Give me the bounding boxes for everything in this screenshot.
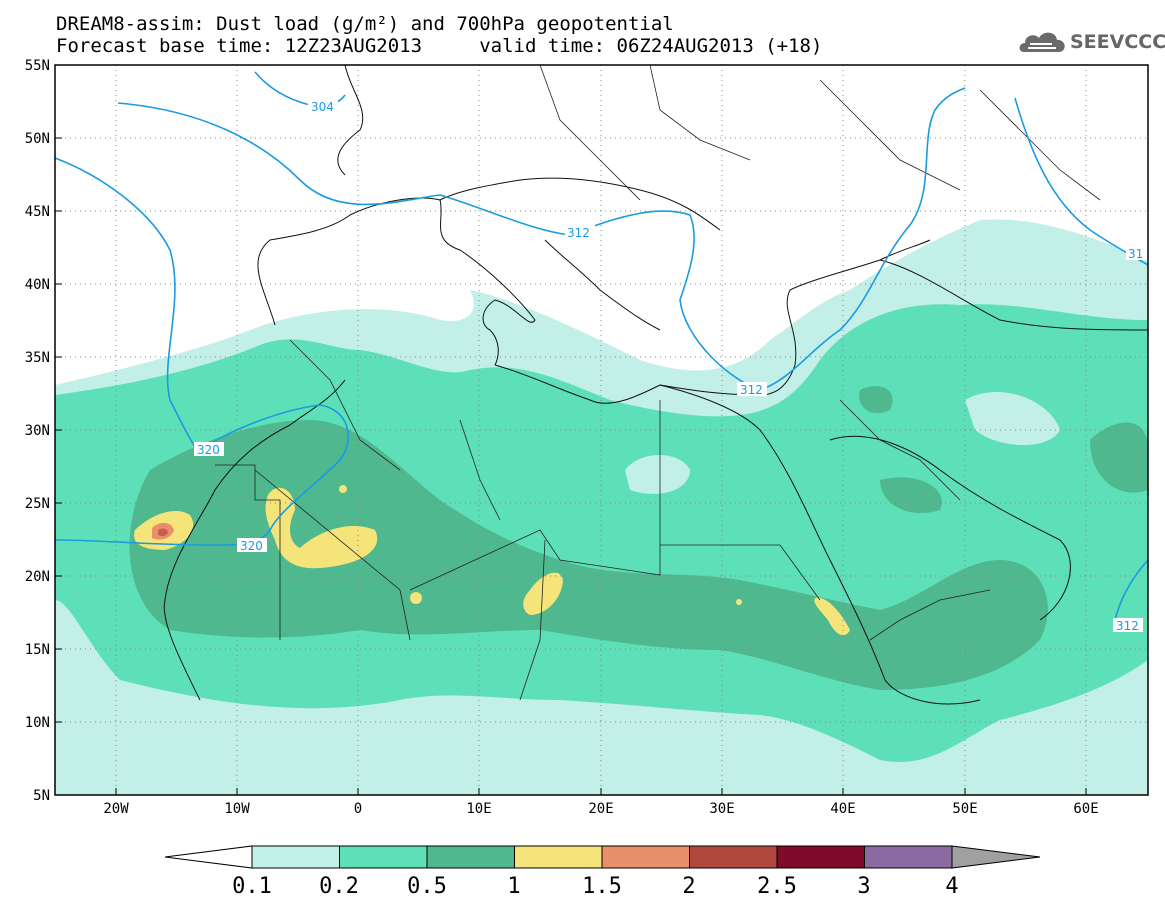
tick-marks bbox=[55, 64, 1087, 795]
lon-tick-label: 20W bbox=[103, 801, 129, 817]
lon-tick-label: 10W bbox=[224, 801, 250, 817]
lon-tick-label: 30E bbox=[709, 801, 734, 817]
contour-label: 320 bbox=[240, 539, 263, 553]
colorbar-label: 0.2 bbox=[319, 874, 359, 899]
colorbar-label: 2 bbox=[682, 874, 695, 899]
dust-field-1 bbox=[523, 572, 563, 615]
dust-field-0-5 bbox=[129, 420, 1048, 690]
dust-field-1 bbox=[339, 485, 347, 493]
dust-field-1 bbox=[814, 597, 850, 636]
lon-tick-label: 10E bbox=[466, 801, 491, 817]
lat-tick-label: 30N bbox=[25, 423, 50, 439]
dust-gap-patch bbox=[965, 391, 1060, 445]
colorbar-label: 0.1 bbox=[232, 874, 272, 899]
colorbar-label: 3 bbox=[857, 874, 870, 899]
lat-tick-label: 45N bbox=[25, 204, 50, 220]
lat-tick-label: 20N bbox=[25, 569, 50, 585]
lon-tick-label: 20E bbox=[588, 801, 613, 817]
contour-label: 312 bbox=[740, 383, 763, 397]
cloud-logo-icon bbox=[1019, 32, 1065, 52]
coastlines bbox=[163, 65, 1148, 705]
colorbar-label: 2.5 bbox=[757, 874, 797, 899]
colorbar-low-arrow bbox=[164, 845, 253, 869]
contour-label: 320 bbox=[197, 443, 220, 457]
contour-labels: 304 312 312 320 320 312 31 bbox=[194, 99, 1148, 633]
lon-tick-label: 40E bbox=[830, 801, 855, 817]
contour-label: 304 bbox=[311, 100, 334, 114]
colorbar-cell bbox=[514, 845, 603, 869]
lat-tick-label: 40N bbox=[25, 277, 50, 293]
country-borders bbox=[215, 65, 1101, 701]
contour-label: 31 bbox=[1128, 247, 1143, 261]
colorbar-cell bbox=[426, 845, 515, 869]
colorbar: 0.1 0.2 0.5 1 1.5 2 2.5 3 4 bbox=[164, 845, 1041, 899]
colorbar-cell bbox=[864, 845, 953, 869]
colorbar-cell bbox=[601, 845, 690, 869]
colorbar-cell bbox=[776, 845, 865, 869]
dust-field-2 bbox=[158, 528, 168, 537]
seevccc-logo: SEEVCCC bbox=[1016, 26, 1165, 60]
lon-tick-label: 60E bbox=[1073, 801, 1098, 817]
lat-tick-label: 10N bbox=[25, 715, 50, 731]
contour-label: 312 bbox=[567, 226, 590, 240]
dust-gap-patch bbox=[625, 455, 690, 494]
colorbar-label: 1.5 bbox=[582, 874, 622, 899]
dust-field-0-5 bbox=[1090, 422, 1148, 493]
lat-tick-label: 35N bbox=[25, 350, 50, 366]
dust-field-1 bbox=[410, 592, 422, 604]
colorbar-label: 1 bbox=[507, 874, 520, 899]
lat-tick-label: 55N bbox=[25, 58, 50, 74]
colorbar-high-arrow bbox=[951, 845, 1041, 869]
lat-tick-label: 5N bbox=[33, 788, 50, 804]
dust-field-0-5 bbox=[859, 386, 893, 414]
colorbar-cell bbox=[689, 845, 778, 869]
lat-tick-label: 15N bbox=[25, 642, 50, 658]
dust-field-1 bbox=[736, 599, 742, 605]
map-subtitle: Forecast base time: 12Z23AUG2013 valid t… bbox=[56, 35, 823, 57]
logo-text: SEEVCCC bbox=[1070, 31, 1165, 53]
lon-tick-label: 50E bbox=[952, 801, 977, 817]
colorbar-label: 0.5 bbox=[407, 874, 447, 899]
lon-labels: 20W 10W 0 10E 20E 30E 40E 50E 60E bbox=[103, 801, 1098, 817]
contour-label: 312 bbox=[1116, 619, 1139, 633]
lat-tick-label: 50N bbox=[25, 131, 50, 147]
colorbar-cell bbox=[339, 845, 428, 869]
lat-labels: 55N 50N 45N 40N 35N 30N 25N 20N 15N 10N … bbox=[25, 58, 50, 804]
lon-tick-label: 0 bbox=[354, 801, 362, 817]
dust-field-0-5 bbox=[880, 477, 942, 514]
map-title: DREAM8-assim: Dust load (g/m²) and 700hP… bbox=[56, 13, 674, 35]
colorbar-cell bbox=[251, 845, 340, 869]
lat-tick-label: 25N bbox=[25, 496, 50, 512]
colorbar-label: 4 bbox=[945, 874, 958, 899]
